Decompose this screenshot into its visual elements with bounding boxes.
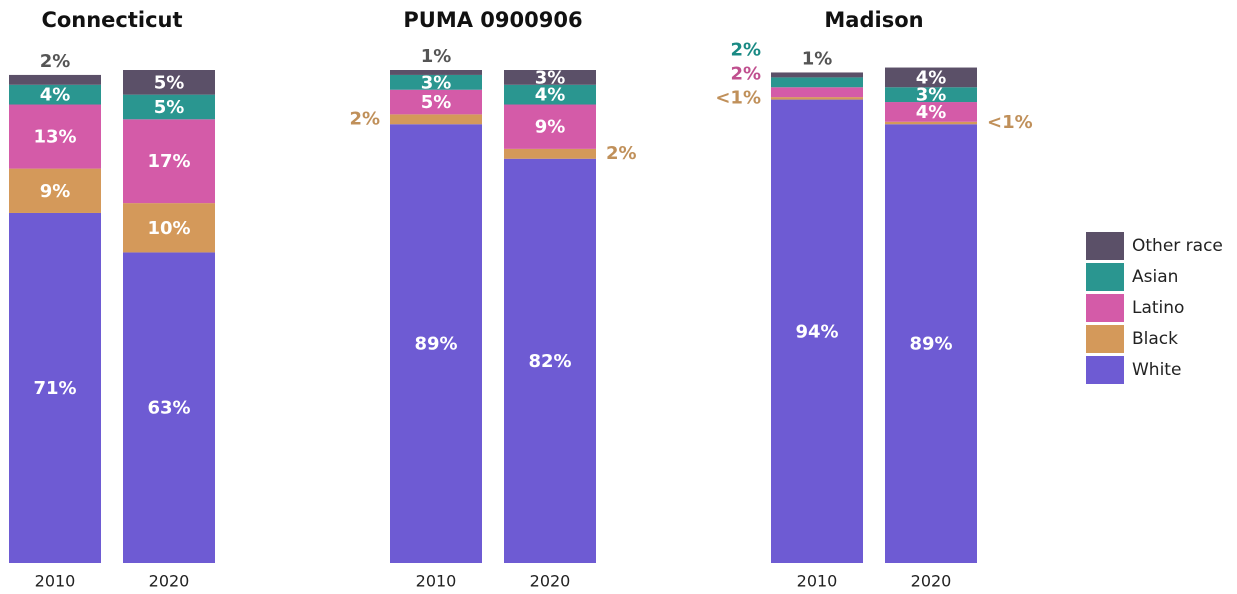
value-label: 2% [40, 51, 71, 72]
bar-segment [390, 70, 482, 75]
value-label: 3% [535, 67, 566, 88]
legend-label: White [1132, 360, 1181, 380]
bar-segment [123, 70, 215, 95]
value-label: 2% [349, 108, 380, 129]
bar-segment [9, 84, 101, 105]
legend-swatch [1086, 356, 1124, 384]
value-label: 82% [528, 351, 571, 372]
bar-segment [771, 72, 863, 78]
legend-label: Asian [1132, 267, 1178, 287]
value-label: 4% [916, 67, 947, 88]
bar-segment [771, 97, 863, 100]
value-label: 71% [33, 378, 76, 399]
bar-segment [123, 203, 215, 253]
bar-segment [123, 119, 215, 204]
legend-swatch [1086, 294, 1124, 322]
value-label: 94% [795, 321, 838, 342]
chart-title: PUMA 0900906 [403, 8, 582, 32]
x-tick-label: 2020 [149, 572, 190, 591]
bar-segment [504, 158, 596, 564]
value-label: 9% [40, 181, 71, 202]
bar-segment [885, 124, 977, 563]
bar-segment [9, 168, 101, 213]
legend-swatch [1086, 325, 1124, 353]
value-label: 13% [33, 127, 76, 148]
bar-segment [885, 67, 977, 88]
value-label: 4% [916, 102, 947, 123]
legend-label: Other race [1132, 236, 1223, 256]
x-tick-label: 2010 [797, 572, 838, 591]
value-label: 10% [147, 218, 190, 239]
value-label: 3% [421, 72, 452, 93]
bar-segment [504, 70, 596, 85]
value-label: 1% [802, 48, 833, 69]
bar-segment [123, 94, 215, 120]
value-label: 3% [916, 85, 947, 106]
x-tick-label: 2010 [416, 572, 457, 591]
bar-segment [771, 99, 863, 563]
bar-segment [504, 104, 596, 149]
bar-segment [390, 89, 482, 115]
bar-segment [9, 212, 101, 563]
value-label: 5% [421, 92, 452, 113]
bar-segment [885, 102, 977, 122]
value-label: 4% [40, 85, 71, 106]
x-tick-label: 2020 [530, 572, 571, 591]
value-label: 2% [730, 63, 761, 84]
value-label: 5% [154, 97, 185, 118]
bar-segment [885, 121, 977, 125]
value-label: 5% [154, 72, 185, 93]
value-label: 89% [909, 334, 952, 355]
bar-segment [771, 77, 863, 88]
legend-label: Black [1132, 329, 1178, 349]
value-label: 2% [730, 39, 761, 60]
bar-segment [9, 104, 101, 169]
legend-swatch [1086, 232, 1124, 260]
bar-segment [390, 74, 482, 90]
bar-segment [123, 252, 215, 563]
x-tick-label: 2010 [35, 572, 76, 591]
value-label: 17% [147, 151, 190, 172]
bar-segment [504, 148, 596, 159]
value-label: 9% [535, 117, 566, 138]
value-label: <1% [715, 87, 761, 108]
bar-segment [390, 124, 482, 563]
chart-title: Madison [824, 8, 923, 32]
bar-segment [771, 87, 863, 98]
value-label: 89% [414, 334, 457, 355]
value-label: 1% [421, 46, 452, 67]
bar-segment [390, 114, 482, 125]
legend-label: Latino [1132, 298, 1184, 318]
bar-segment [504, 84, 596, 105]
legend-swatch [1086, 263, 1124, 291]
x-tick-label: 2020 [911, 572, 952, 591]
bar-segment [9, 74, 101, 85]
value-label: 2% [606, 143, 637, 164]
value-label: 63% [147, 398, 190, 419]
value-label: <1% [987, 112, 1033, 133]
bar-segment [885, 87, 977, 103]
value-label: 4% [535, 85, 566, 106]
chart-title: Connecticut [41, 8, 182, 32]
